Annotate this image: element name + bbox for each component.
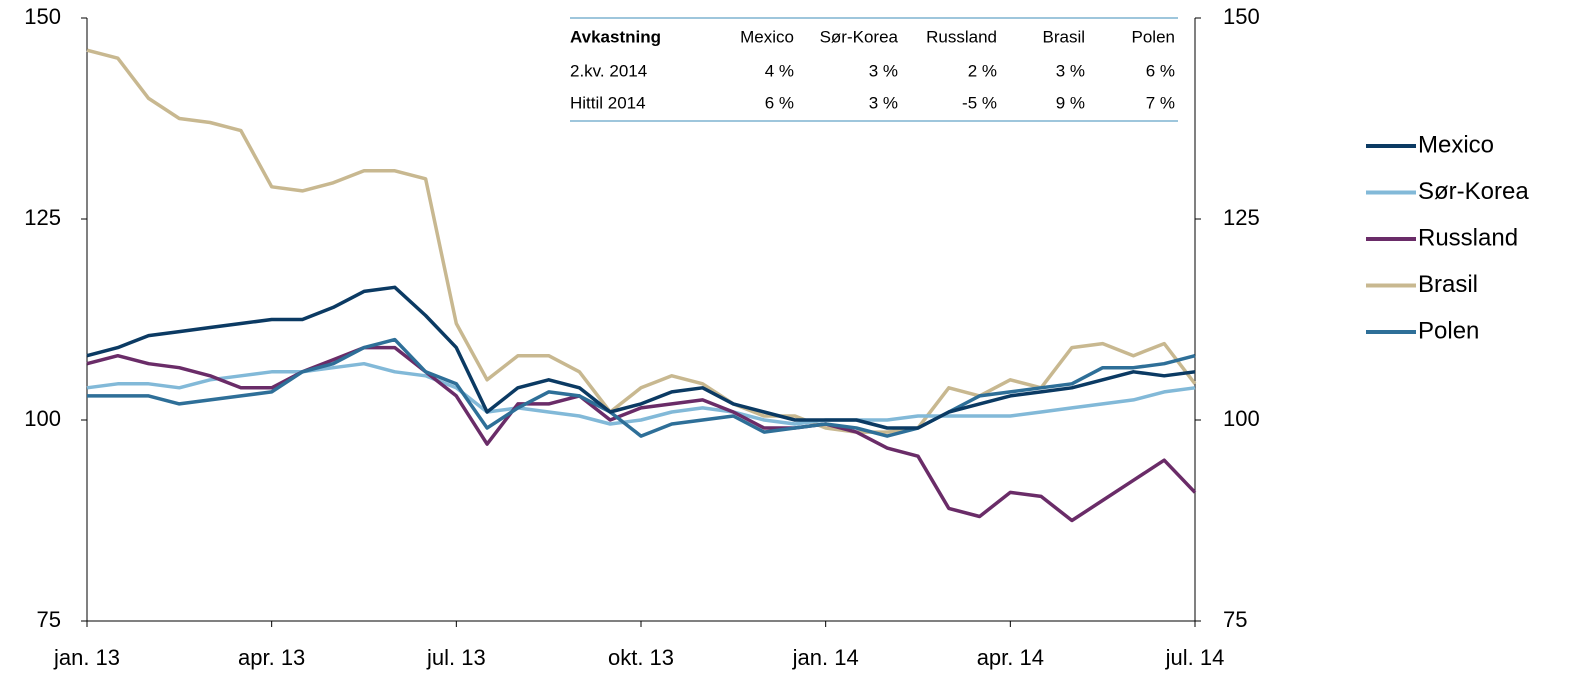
- table-cell: -5 %: [962, 93, 997, 112]
- y2-tick-label: 125: [1223, 205, 1260, 230]
- x-tick-label: jul. 14: [1165, 645, 1225, 670]
- table-header: Polen: [1132, 27, 1175, 46]
- table-cell: 3 %: [1056, 61, 1085, 80]
- table-cell: 4 %: [765, 61, 794, 80]
- table-cell: 2 %: [968, 61, 997, 80]
- table-cell: 7 %: [1146, 93, 1175, 112]
- legend-label: Polen: [1418, 317, 1479, 344]
- table-cell: 3 %: [869, 61, 898, 80]
- series-line: [86, 48, 1197, 434]
- y-tick-label: 125: [24, 205, 61, 230]
- table-cell: 9 %: [1056, 93, 1085, 112]
- series-line: [86, 361, 1196, 426]
- x-tick-label: apr. 14: [977, 645, 1044, 670]
- y2-tick-label: 75: [1223, 607, 1247, 632]
- y-tick-label: 75: [37, 607, 61, 632]
- table-cell: 6 %: [765, 93, 794, 112]
- table-header: Sør-Korea: [820, 27, 899, 46]
- series-line: [86, 285, 1196, 430]
- table-header: Brasil: [1042, 27, 1085, 46]
- y2-tick-label: 150: [1223, 4, 1260, 29]
- table-cell: Hittil 2014: [570, 93, 646, 112]
- table-header: Avkastning: [570, 27, 661, 46]
- table-header: Russland: [926, 27, 997, 46]
- y2-tick-label: 100: [1223, 406, 1260, 431]
- series-line: [87, 337, 1196, 438]
- legend-label: Brasil: [1418, 271, 1478, 298]
- x-tick-label: apr. 13: [238, 645, 305, 670]
- legend-label: Russland: [1418, 224, 1518, 251]
- table-header: Mexico: [740, 27, 794, 46]
- legend-label: Mexico: [1418, 131, 1494, 158]
- y-tick-label: 150: [24, 4, 61, 29]
- series-line: [86, 345, 1197, 523]
- x-tick-label: okt. 13: [608, 645, 674, 670]
- table-cell: 3 %: [869, 93, 898, 112]
- table-cell: 2.kv. 2014: [570, 61, 647, 80]
- table-bg: [566, 18, 1180, 122]
- table-cell: 6 %: [1146, 61, 1175, 80]
- x-tick-label: jan. 13: [53, 645, 120, 670]
- x-tick-label: jul. 13: [426, 645, 486, 670]
- x-tick-label: jan. 14: [792, 645, 859, 670]
- y-tick-label: 100: [24, 406, 61, 431]
- legend-label: Sør-Korea: [1418, 178, 1529, 205]
